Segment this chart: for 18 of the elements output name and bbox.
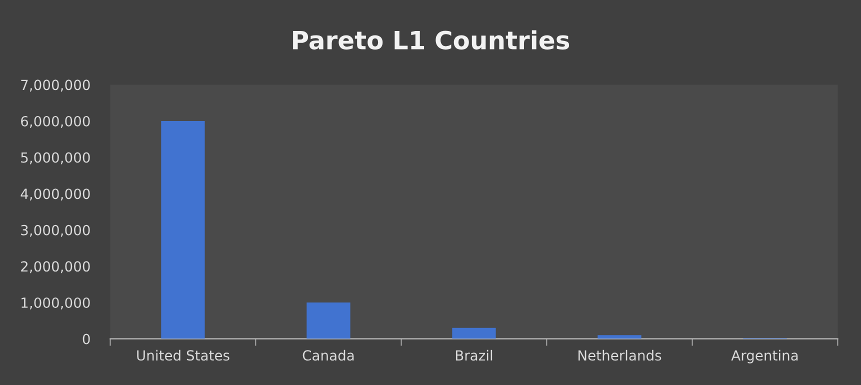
x-tick-label: Argentina bbox=[731, 350, 798, 364]
bar bbox=[306, 302, 350, 339]
bar bbox=[598, 335, 642, 339]
x-tick-label: Netherlands bbox=[578, 350, 662, 361]
x-tick-label: Brazil bbox=[456, 350, 492, 361]
bar bbox=[161, 121, 205, 339]
x-tick-label: Canada bbox=[302, 350, 354, 361]
y-tick-label: 0 bbox=[82, 334, 90, 344]
y-tick-label: 7,000,000 bbox=[21, 80, 90, 92]
y-tick-label: 3,000,000 bbox=[21, 224, 90, 237]
y-tick-label: 1,000,000 bbox=[22, 297, 90, 310]
y-tick-label: 5,000,000 bbox=[21, 152, 90, 164]
bar bbox=[452, 328, 496, 339]
x-tick-label: United States bbox=[137, 350, 230, 361]
y-tick-label: 4,000,000 bbox=[20, 188, 90, 200]
y-tick-label: 2,000,000 bbox=[21, 261, 90, 274]
chart-title: Pareto L1 Countries bbox=[293, 30, 570, 50]
y-tick-label: 6,000,000 bbox=[21, 116, 90, 128]
